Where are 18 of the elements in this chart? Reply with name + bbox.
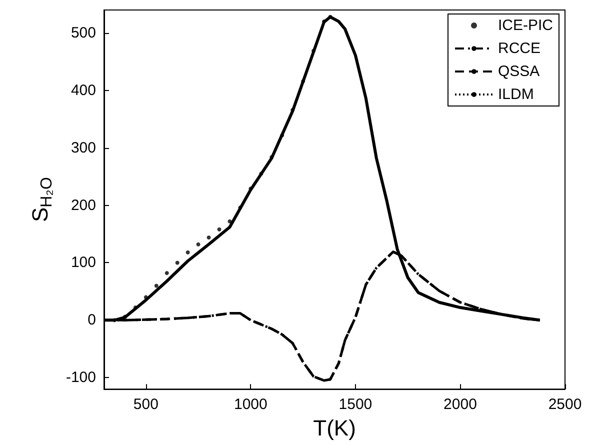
y-tick-label: 500 <box>70 24 96 42</box>
x-axis-title: T(K) <box>313 416 356 440</box>
y-tick-label: 400 <box>70 82 96 99</box>
legend-label: RCCE <box>498 40 541 57</box>
y-tick-label: 0 <box>88 312 96 329</box>
x-tick-label: 500 <box>133 396 158 414</box>
legend-label: ICE-PIC <box>498 17 554 34</box>
y-axis-title: SH₂O <box>28 177 56 222</box>
legend-label: ILDM <box>498 86 534 103</box>
x-tick-label: 1000 <box>234 396 268 414</box>
x-tick-label: 2000 <box>444 396 477 414</box>
y-tick-label: 100 <box>70 254 96 272</box>
y-tick-label: -100 <box>66 369 96 386</box>
x-tick-label: 1500 <box>338 396 372 414</box>
x-tick-label: 2500 <box>548 396 582 414</box>
y-tick-label: 300 <box>70 139 96 156</box>
legend-label: QSSA <box>498 63 540 80</box>
y-tick-label: 200 <box>70 196 96 214</box>
